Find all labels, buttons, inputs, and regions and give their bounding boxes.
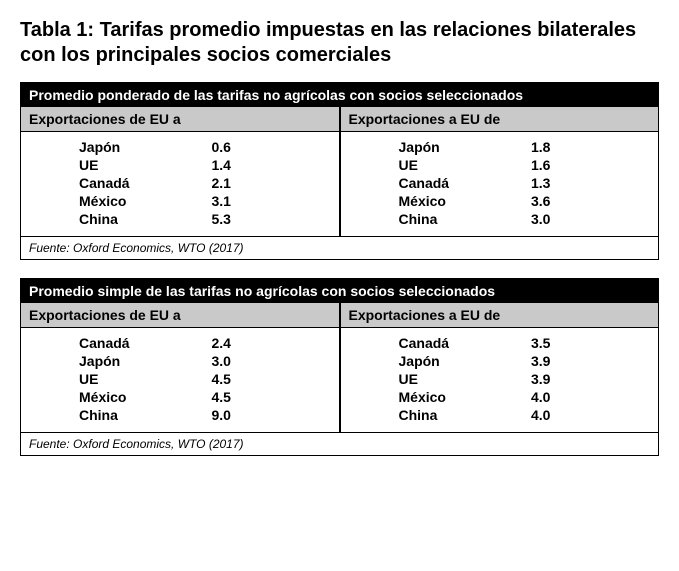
country-label: China [21, 407, 212, 423]
country-label: Japón [341, 353, 532, 369]
table-header: Promedio simple de las tarifas no agríco… [21, 279, 658, 303]
tariff-value: 4.0 [531, 407, 626, 423]
tariff-value: 3.9 [531, 371, 626, 387]
tariff-value: 2.4 [212, 335, 307, 351]
subheader-right: Exportaciones a EU de [341, 303, 659, 327]
country-label: Canadá [21, 335, 212, 351]
tariff-value: 3.1 [212, 193, 307, 209]
tariff-value: 4.5 [212, 371, 307, 387]
tariff-value: 2.1 [212, 175, 307, 191]
right-column: Japón1.8 UE1.6 Canadá1.3 México3.6 China… [341, 132, 659, 236]
country-label: UE [21, 157, 212, 173]
data-body: Japón0.6 UE1.4 Canadá2.1 México3.1 China… [21, 132, 658, 236]
right-column: Canadá3.5 Japón3.9 UE3.9 México4.0 China… [341, 328, 659, 432]
table-row: Canadá2.1 [21, 174, 339, 192]
table-row: China3.0 [341, 210, 659, 228]
tariff-value: 3.0 [531, 211, 626, 227]
source-label: Fuente: Oxford Economics, WTO (2017) [21, 236, 658, 259]
subheader-row: Exportaciones de EU a Exportaciones a EU… [21, 303, 658, 328]
country-label: China [21, 211, 212, 227]
country-label: UE [341, 371, 532, 387]
country-label: Japón [341, 139, 532, 155]
table-row: Canadá3.5 [341, 334, 659, 352]
tariff-value: 1.8 [531, 139, 626, 155]
country-label: México [21, 389, 212, 405]
table-row: México3.1 [21, 192, 339, 210]
country-label: Canadá [21, 175, 212, 191]
table-row: Japón1.8 [341, 138, 659, 156]
country-label: Canadá [341, 175, 532, 191]
table-row: Canadá1.3 [341, 174, 659, 192]
tariff-value: 1.6 [531, 157, 626, 173]
subheader-right: Exportaciones a EU de [341, 107, 659, 131]
country-label: México [21, 193, 212, 209]
country-label: Japón [21, 353, 212, 369]
table-row: Japón0.6 [21, 138, 339, 156]
tariff-value: 1.4 [212, 157, 307, 173]
country-label: México [341, 193, 532, 209]
table-row: China5.3 [21, 210, 339, 228]
tariff-value: 3.5 [531, 335, 626, 351]
subheader-row: Exportaciones de EU a Exportaciones a EU… [21, 107, 658, 132]
table-row: México4.0 [341, 388, 659, 406]
country-label: Japón [21, 139, 212, 155]
country-label: China [341, 407, 532, 423]
left-column: Canadá2.4 Japón3.0 UE4.5 México4.5 China… [21, 328, 341, 432]
table-row: UE4.5 [21, 370, 339, 388]
country-label: China [341, 211, 532, 227]
table-row: China9.0 [21, 406, 339, 424]
tariff-value: 4.5 [212, 389, 307, 405]
country-label: UE [341, 157, 532, 173]
subheader-left: Exportaciones de EU a [21, 303, 341, 327]
tariff-value: 3.9 [531, 353, 626, 369]
table-row: Japón3.9 [341, 352, 659, 370]
tariff-value: 4.0 [531, 389, 626, 405]
table-row: UE1.6 [341, 156, 659, 174]
table-row: UE3.9 [341, 370, 659, 388]
table-header: Promedio ponderado de las tarifas no agr… [21, 83, 658, 107]
table-row: México4.5 [21, 388, 339, 406]
table-simple-avg: Promedio simple de las tarifas no agríco… [20, 278, 659, 456]
source-label: Fuente: Oxford Economics, WTO (2017) [21, 432, 658, 455]
tariff-value: 9.0 [212, 407, 307, 423]
tariff-value: 3.0 [212, 353, 307, 369]
data-body: Canadá2.4 Japón3.0 UE4.5 México4.5 China… [21, 328, 658, 432]
subheader-left: Exportaciones de EU a [21, 107, 341, 131]
table-row: México3.6 [341, 192, 659, 210]
tariff-value: 5.3 [212, 211, 307, 227]
country-label: México [341, 389, 532, 405]
left-column: Japón0.6 UE1.4 Canadá2.1 México3.1 China… [21, 132, 341, 236]
table-row: China4.0 [341, 406, 659, 424]
country-label: UE [21, 371, 212, 387]
table-row: Japón3.0 [21, 352, 339, 370]
table-row: Canadá2.4 [21, 334, 339, 352]
tariff-value: 0.6 [212, 139, 307, 155]
tariff-value: 1.3 [531, 175, 626, 191]
tariff-value: 3.6 [531, 193, 626, 209]
page-title: Tabla 1: Tarifas promedio impuestas en l… [20, 18, 659, 68]
table-row: UE1.4 [21, 156, 339, 174]
table-weighted-avg: Promedio ponderado de las tarifas no agr… [20, 82, 659, 260]
country-label: Canadá [341, 335, 532, 351]
